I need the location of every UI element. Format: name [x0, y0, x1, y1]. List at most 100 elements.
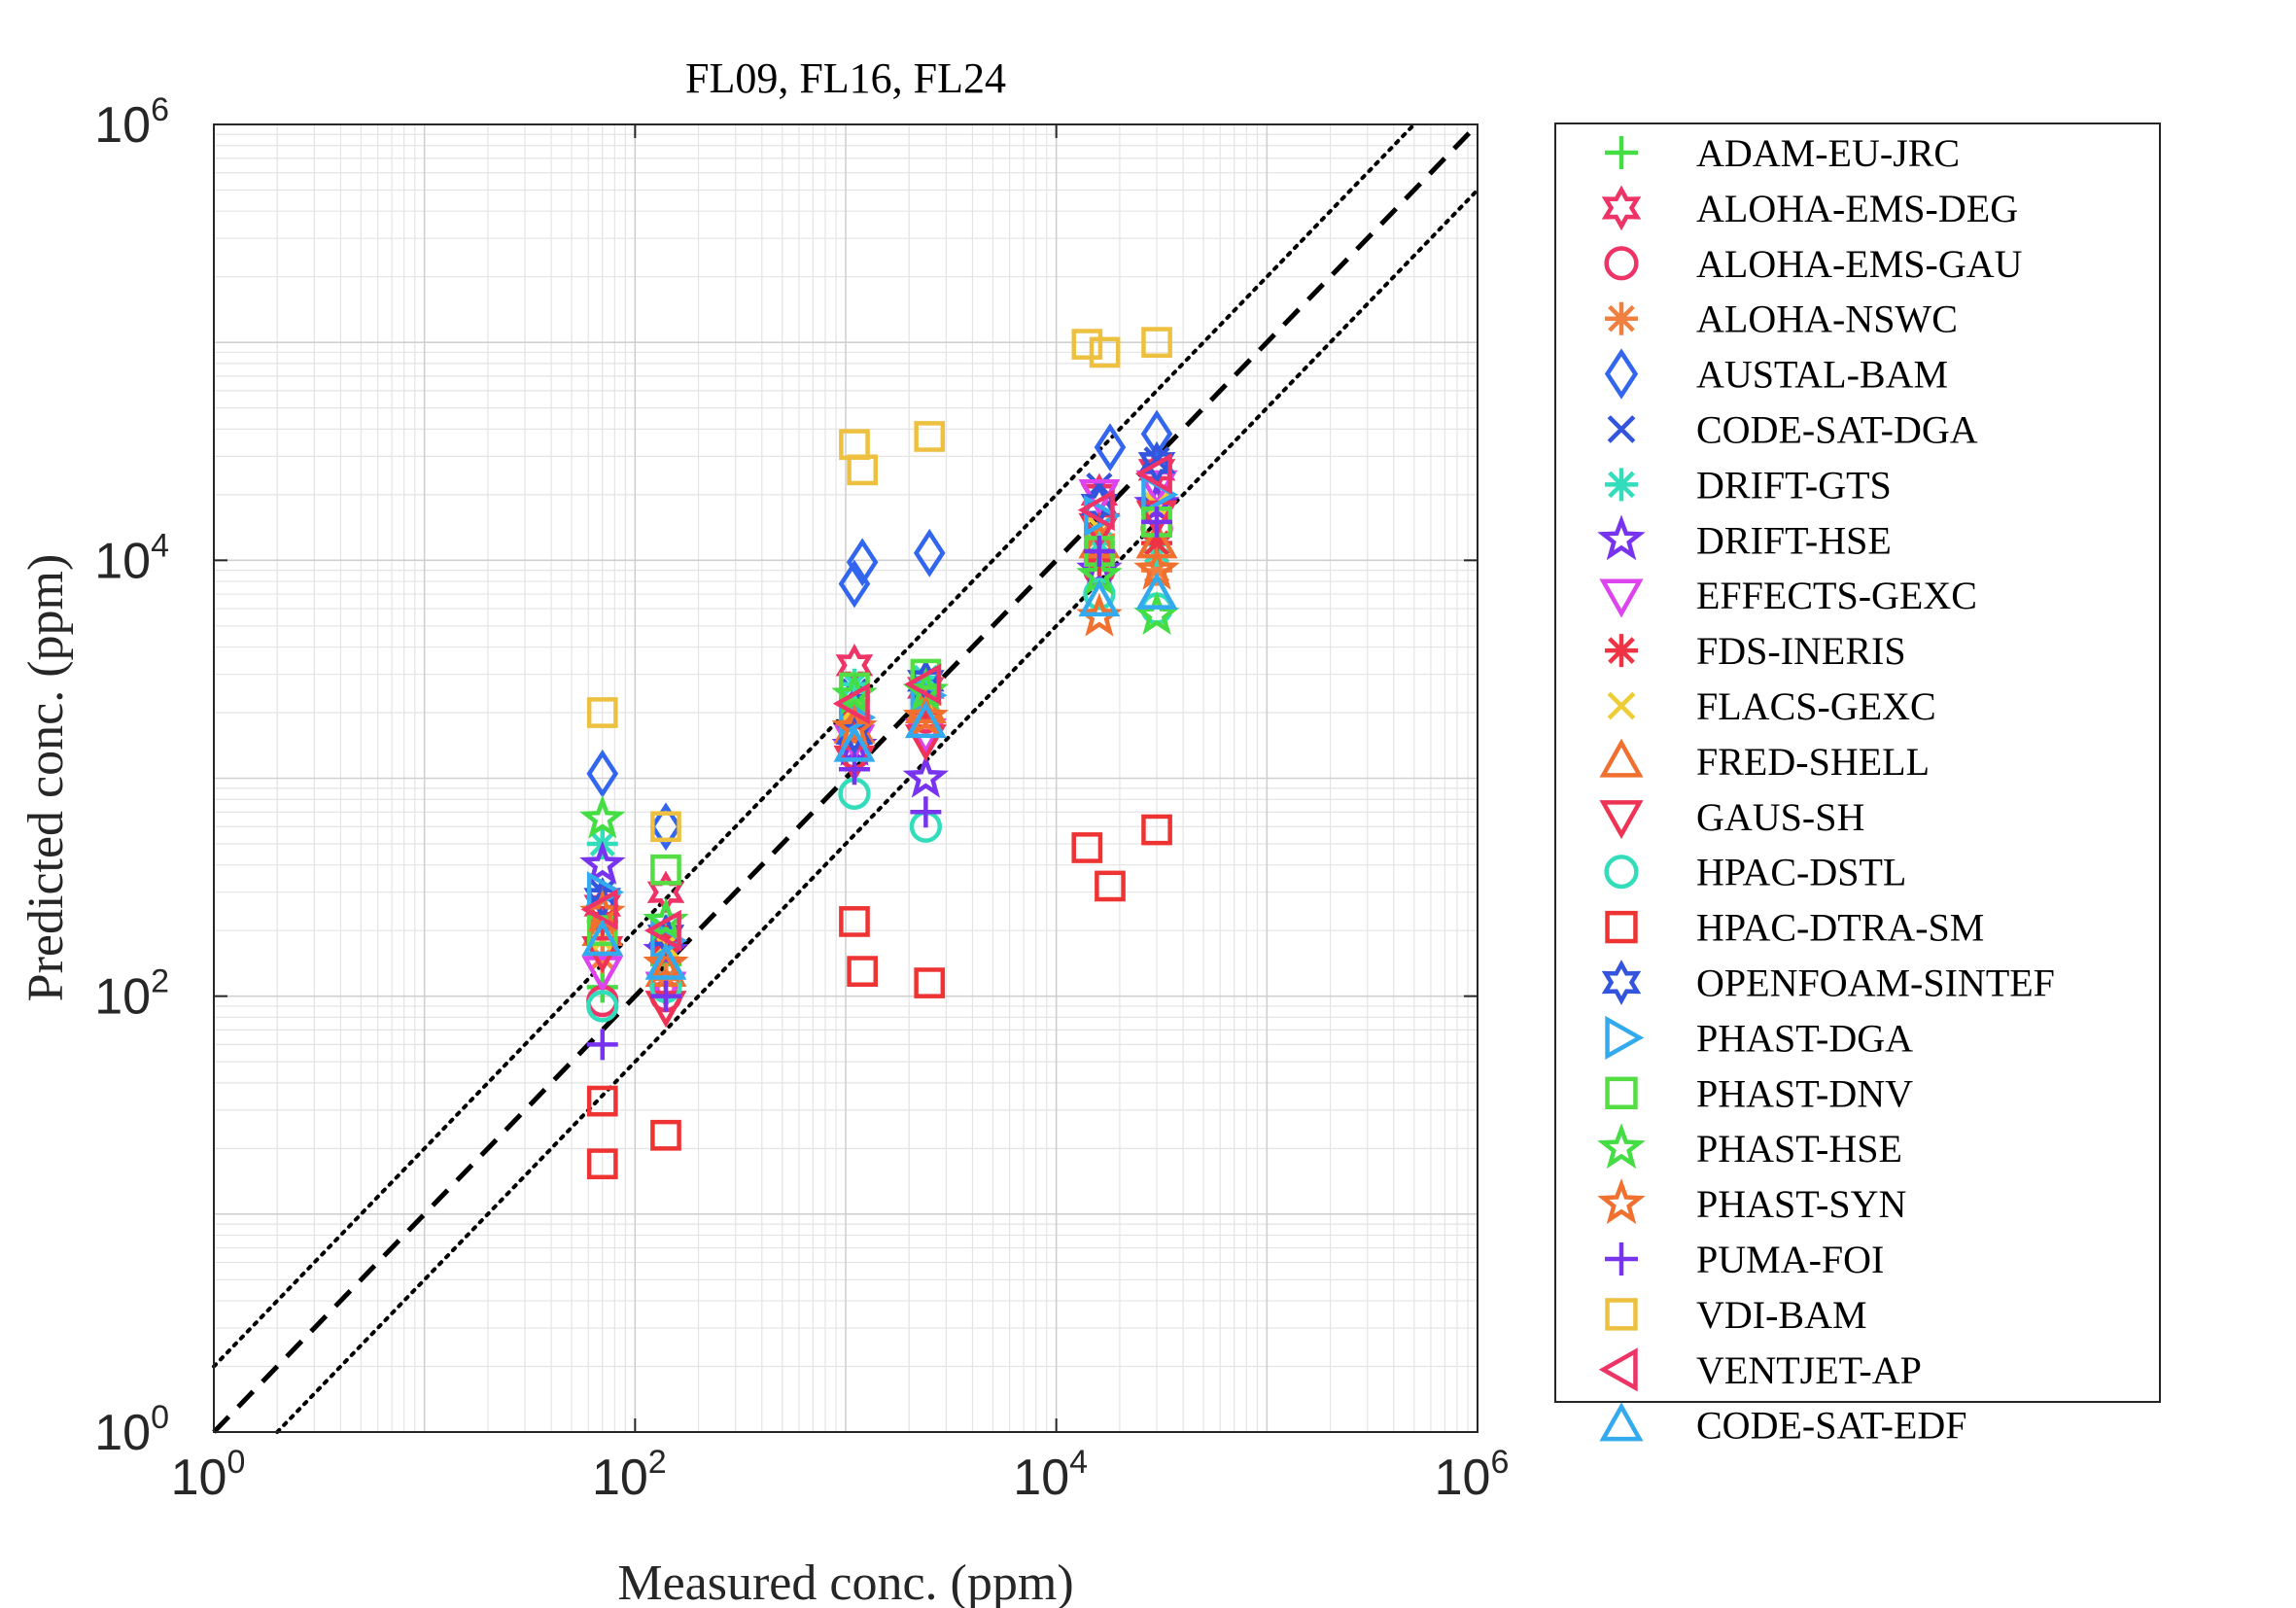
point-fds-ineris — [1141, 527, 1173, 559]
point-austal-bam — [913, 528, 946, 577]
point-vdi-bam — [914, 421, 946, 452]
point-austal-bam — [586, 749, 619, 798]
legend-marker-aloha-nswc — [1605, 301, 1638, 335]
point-phast-hse — [1133, 590, 1180, 635]
x-tick-label: 106 — [1435, 1444, 1510, 1506]
point-vdi-bam — [650, 811, 681, 843]
point-phast-dga — [1084, 495, 1122, 538]
legend-marker-adam-eu-jrc — [1605, 136, 1638, 169]
y-tick-label: 100 — [94, 1399, 169, 1461]
point-austal-bam — [838, 559, 871, 609]
legend-label-code-sat-edf: CODE-SAT-EDF — [1696, 1404, 1967, 1448]
reference-line-factor-2-lower — [275, 188, 1479, 1434]
legend-marker-aloha-ems-gau — [1604, 246, 1639, 281]
point-phast-syn — [643, 939, 689, 985]
legend-marker-phast-syn — [1597, 1178, 1646, 1225]
legend-marker-phast-hse — [1597, 1123, 1646, 1170]
point-drift-hse — [579, 840, 626, 885]
point-fds-ineris — [838, 707, 870, 739]
legend-marker-phast-dnv — [1605, 1076, 1638, 1109]
legend-label-fred-shell: FRED-SHELL — [1696, 740, 1930, 784]
legend-marker-puma-foi — [1605, 1242, 1638, 1276]
point-vdi-bam — [1089, 336, 1121, 368]
y-tick-label: 106 — [94, 91, 169, 154]
point-phast-dga — [839, 696, 877, 739]
legend-marker-hpac-dtra-sm — [1605, 910, 1638, 944]
point-vdi-bam — [586, 697, 618, 728]
legend-label-gaus-sh: GAUS-SH — [1696, 795, 1864, 839]
point-code-sat-edf — [644, 942, 687, 980]
y-axis-label: Predicted conc. (ppm) — [18, 554, 74, 1002]
legend-label-phast-dga: PHAST-DGA — [1696, 1016, 1913, 1060]
legend-label-effects-gexc: EFFECTS-GEXC — [1696, 574, 1977, 617]
point-code-sat-edf — [833, 724, 876, 762]
legend-marker-ventjet-ap — [1598, 1347, 1638, 1392]
point-code-sat-edf — [1135, 572, 1178, 610]
reference-line-factor-2-upper — [212, 122, 1416, 1369]
legend-marker-code-sat-edf — [1599, 1402, 1644, 1442]
reference-line-1-1-line — [212, 122, 1479, 1434]
point-fds-ineris — [910, 697, 942, 729]
legend: ADAM-EU-JRC ALOHA-EMS-DEG ALOHA-EMS-GAU ALO… — [1554, 122, 2161, 1448]
legend-label-hpac-dstl: HPAC-DSTL — [1696, 851, 1906, 894]
point-puma-foi — [586, 1029, 618, 1061]
point-hpac-dstl — [586, 990, 619, 1023]
legend-marker-hpac-dstl — [1604, 855, 1639, 890]
legend-label-phast-dnv: PHAST-DNV — [1696, 1071, 1913, 1115]
legend-marker-vdi-bam — [1605, 1298, 1638, 1331]
legend-label-vdi-bam: VDI-BAM — [1696, 1293, 1867, 1337]
data-markers — [579, 327, 1180, 1180]
point-hpac-dtra-sm — [1071, 832, 1103, 863]
point-effects-gexc — [581, 956, 624, 994]
legend-marker-drift-gts — [1605, 468, 1638, 502]
point-phast-syn — [1076, 592, 1123, 637]
legend-marker-phast-dga — [1605, 1015, 1645, 1060]
x-tick-label: 104 — [1013, 1444, 1088, 1506]
point-ventjet-ap — [580, 889, 618, 930]
point-drift-gts — [838, 668, 870, 700]
y-tick-label: 104 — [94, 527, 169, 589]
x-tick-label: 102 — [592, 1444, 667, 1506]
point-hpac-dtra-sm — [650, 1119, 681, 1151]
legend-marker-drift-hse — [1597, 514, 1646, 561]
point-ventjet-ap — [1134, 452, 1172, 495]
point-hpac-dtra-sm — [839, 906, 870, 937]
point-puma-foi — [910, 796, 942, 828]
point-hpac-dtra-sm — [914, 967, 946, 998]
legend-marker-austal-bam — [1604, 348, 1639, 400]
point-ventjet-ap — [1077, 489, 1115, 532]
point-puma-foi — [1083, 536, 1115, 568]
legend-label-code-sat-dga: CODE-SAT-DGA — [1696, 408, 1978, 452]
point-aloha-nswc — [1141, 554, 1173, 586]
legend-label-aloha-ems-deg: ALOHA-EMS-DEG — [1696, 187, 2018, 230]
legend-label-austal-bam: AUSTAL-BAM — [1696, 353, 1948, 397]
legend-label-fds-ineris: FDS-INERIS — [1696, 629, 1906, 673]
point-vdi-bam — [1141, 327, 1172, 359]
legend-label-openfoam-sintef: OPENFOAM-SINTEF — [1696, 961, 2055, 1005]
point-vdi-bam — [847, 454, 879, 486]
legend-label-ventjet-ap: VENTJET-AP — [1696, 1348, 1922, 1392]
point-ventjet-ap — [832, 682, 870, 725]
point-austal-bam — [649, 802, 682, 852]
point-austal-bam — [1094, 423, 1127, 472]
legend-label-phast-hse: PHAST-HSE — [1696, 1127, 1902, 1171]
point-ventjet-ap — [904, 663, 942, 706]
legend-label-hpac-dtra-sm: HPAC-DTRA-SM — [1696, 906, 1984, 950]
legend-marker-openfoam-sintef — [1601, 960, 1642, 1005]
legend-marker-fred-shell — [1599, 738, 1644, 778]
x-axis-label: Measured conc. (ppm) — [617, 1556, 1073, 1608]
point-hpac-dtra-sm — [1141, 814, 1172, 846]
point-phast-syn — [902, 693, 950, 738]
point-austal-bam — [846, 538, 879, 587]
point-hpac-dtra-sm — [586, 1085, 618, 1117]
legend-label-phast-syn: PHAST-SYN — [1696, 1182, 1906, 1226]
point-drift-hse — [902, 753, 950, 798]
x-tick-label: 100 — [171, 1444, 246, 1506]
legend-label-puma-foi: PUMA-FOI — [1696, 1238, 1884, 1281]
point-code-sat-edf — [904, 701, 947, 739]
legend-marker-gaus-sh — [1599, 800, 1644, 840]
legend-marker-flacs-gexc — [1607, 691, 1636, 720]
point-phast-dnv — [650, 854, 681, 886]
legend-label-flacs-gexc: FLACS-GEXC — [1696, 684, 1936, 728]
